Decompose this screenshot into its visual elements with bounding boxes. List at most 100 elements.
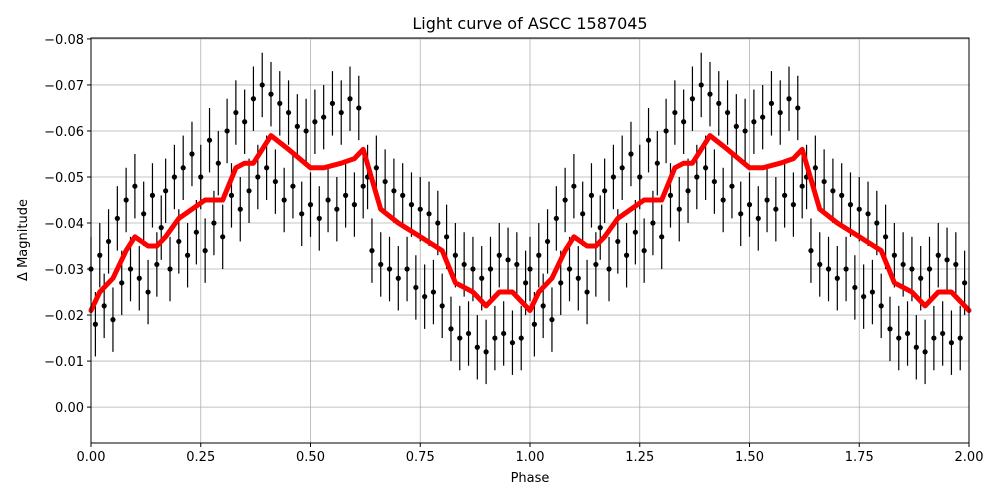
- data-point: [694, 174, 700, 180]
- data-point: [404, 266, 410, 272]
- data-point: [698, 82, 704, 88]
- x-tick-label: 1.75: [845, 450, 874, 465]
- data-point: [435, 220, 441, 226]
- data-point: [110, 317, 116, 323]
- data-point: [299, 211, 305, 217]
- data-point: [878, 303, 884, 309]
- data-point: [334, 206, 340, 212]
- data-point: [141, 211, 147, 217]
- data-point: [926, 266, 933, 272]
- data-point: [909, 266, 915, 272]
- data-point: [733, 123, 739, 129]
- data-point: [316, 215, 322, 222]
- data-point: [474, 344, 480, 350]
- data-point: [237, 206, 243, 212]
- data-point: [211, 220, 217, 226]
- data-point: [711, 178, 717, 185]
- data-point: [395, 275, 401, 281]
- data-point: [882, 234, 889, 240]
- data-point: [193, 229, 199, 235]
- data-point: [149, 192, 156, 198]
- data-point: [856, 206, 862, 212]
- data-point: [127, 266, 134, 272]
- data-point: [821, 178, 827, 185]
- data-point: [948, 340, 955, 346]
- data-point: [703, 165, 709, 171]
- x-tick-label: 1.00: [516, 450, 545, 465]
- data-point: [233, 109, 239, 116]
- data-point: [391, 188, 397, 194]
- data-point: [957, 335, 963, 341]
- data-point: [891, 252, 897, 258]
- mean-curve-line: [88, 133, 972, 313]
- data-point: [285, 109, 292, 116]
- data-point: [830, 188, 836, 194]
- data-point: [896, 335, 902, 341]
- data-point: [347, 96, 353, 102]
- data-point: [659, 234, 665, 240]
- y-tick-label: −0.07: [44, 79, 84, 94]
- data-point: [571, 183, 577, 189]
- data-point: [408, 202, 415, 208]
- data-point: [206, 137, 213, 143]
- data-point: [281, 197, 287, 203]
- data-point: [202, 248, 208, 254]
- data-point: [430, 289, 437, 295]
- x-tick-label: 1.25: [625, 450, 654, 465]
- data-point: [145, 289, 151, 295]
- data-point: [641, 248, 647, 254]
- data-point: [123, 197, 129, 203]
- data-point: [114, 215, 120, 222]
- data-point: [663, 128, 669, 134]
- data-point: [220, 234, 226, 240]
- data-point: [184, 252, 191, 258]
- data-point: [843, 266, 849, 272]
- data-point: [544, 238, 551, 245]
- data-point: [325, 197, 331, 203]
- y-axis-label: Δ Magnitude: [16, 199, 31, 281]
- data-point: [918, 275, 924, 281]
- data-point: [378, 261, 384, 268]
- data-point: [443, 234, 450, 240]
- data-point: [268, 91, 274, 97]
- data-point: [746, 202, 753, 208]
- data-point: [136, 275, 142, 281]
- data-point: [422, 294, 428, 300]
- x-tick-label: 0.75: [406, 450, 435, 465]
- data-point: [861, 294, 867, 300]
- data-point: [457, 335, 463, 341]
- data-point: [777, 109, 783, 116]
- data-point: [171, 174, 178, 180]
- data-point: [782, 192, 788, 198]
- data-point: [527, 266, 533, 272]
- data-point: [707, 91, 713, 97]
- data-point: [724, 109, 731, 116]
- x-tick-label: 0.50: [296, 450, 325, 465]
- data-point: [931, 335, 937, 341]
- data-point: [553, 215, 559, 222]
- data-point: [597, 225, 603, 231]
- y-tick-label: −0.04: [44, 217, 84, 232]
- data-point: [575, 275, 581, 281]
- data-point: [246, 188, 252, 194]
- data-point: [602, 188, 608, 194]
- data-point: [667, 192, 674, 198]
- data-point: [645, 137, 652, 143]
- data-point: [523, 280, 529, 286]
- data-point: [825, 266, 832, 272]
- data-point: [953, 261, 959, 268]
- data-point: [321, 114, 327, 120]
- data-point: [650, 220, 656, 226]
- data-point: [479, 275, 485, 281]
- data-point: [92, 321, 98, 327]
- data-point: [540, 303, 546, 309]
- data-point: [272, 178, 278, 185]
- data-point: [773, 206, 779, 212]
- data-point: [360, 183, 366, 189]
- data-point: [224, 128, 230, 134]
- data-point: [105, 238, 112, 245]
- y-tick-label: −0.02: [44, 309, 84, 324]
- data-point: [940, 330, 946, 337]
